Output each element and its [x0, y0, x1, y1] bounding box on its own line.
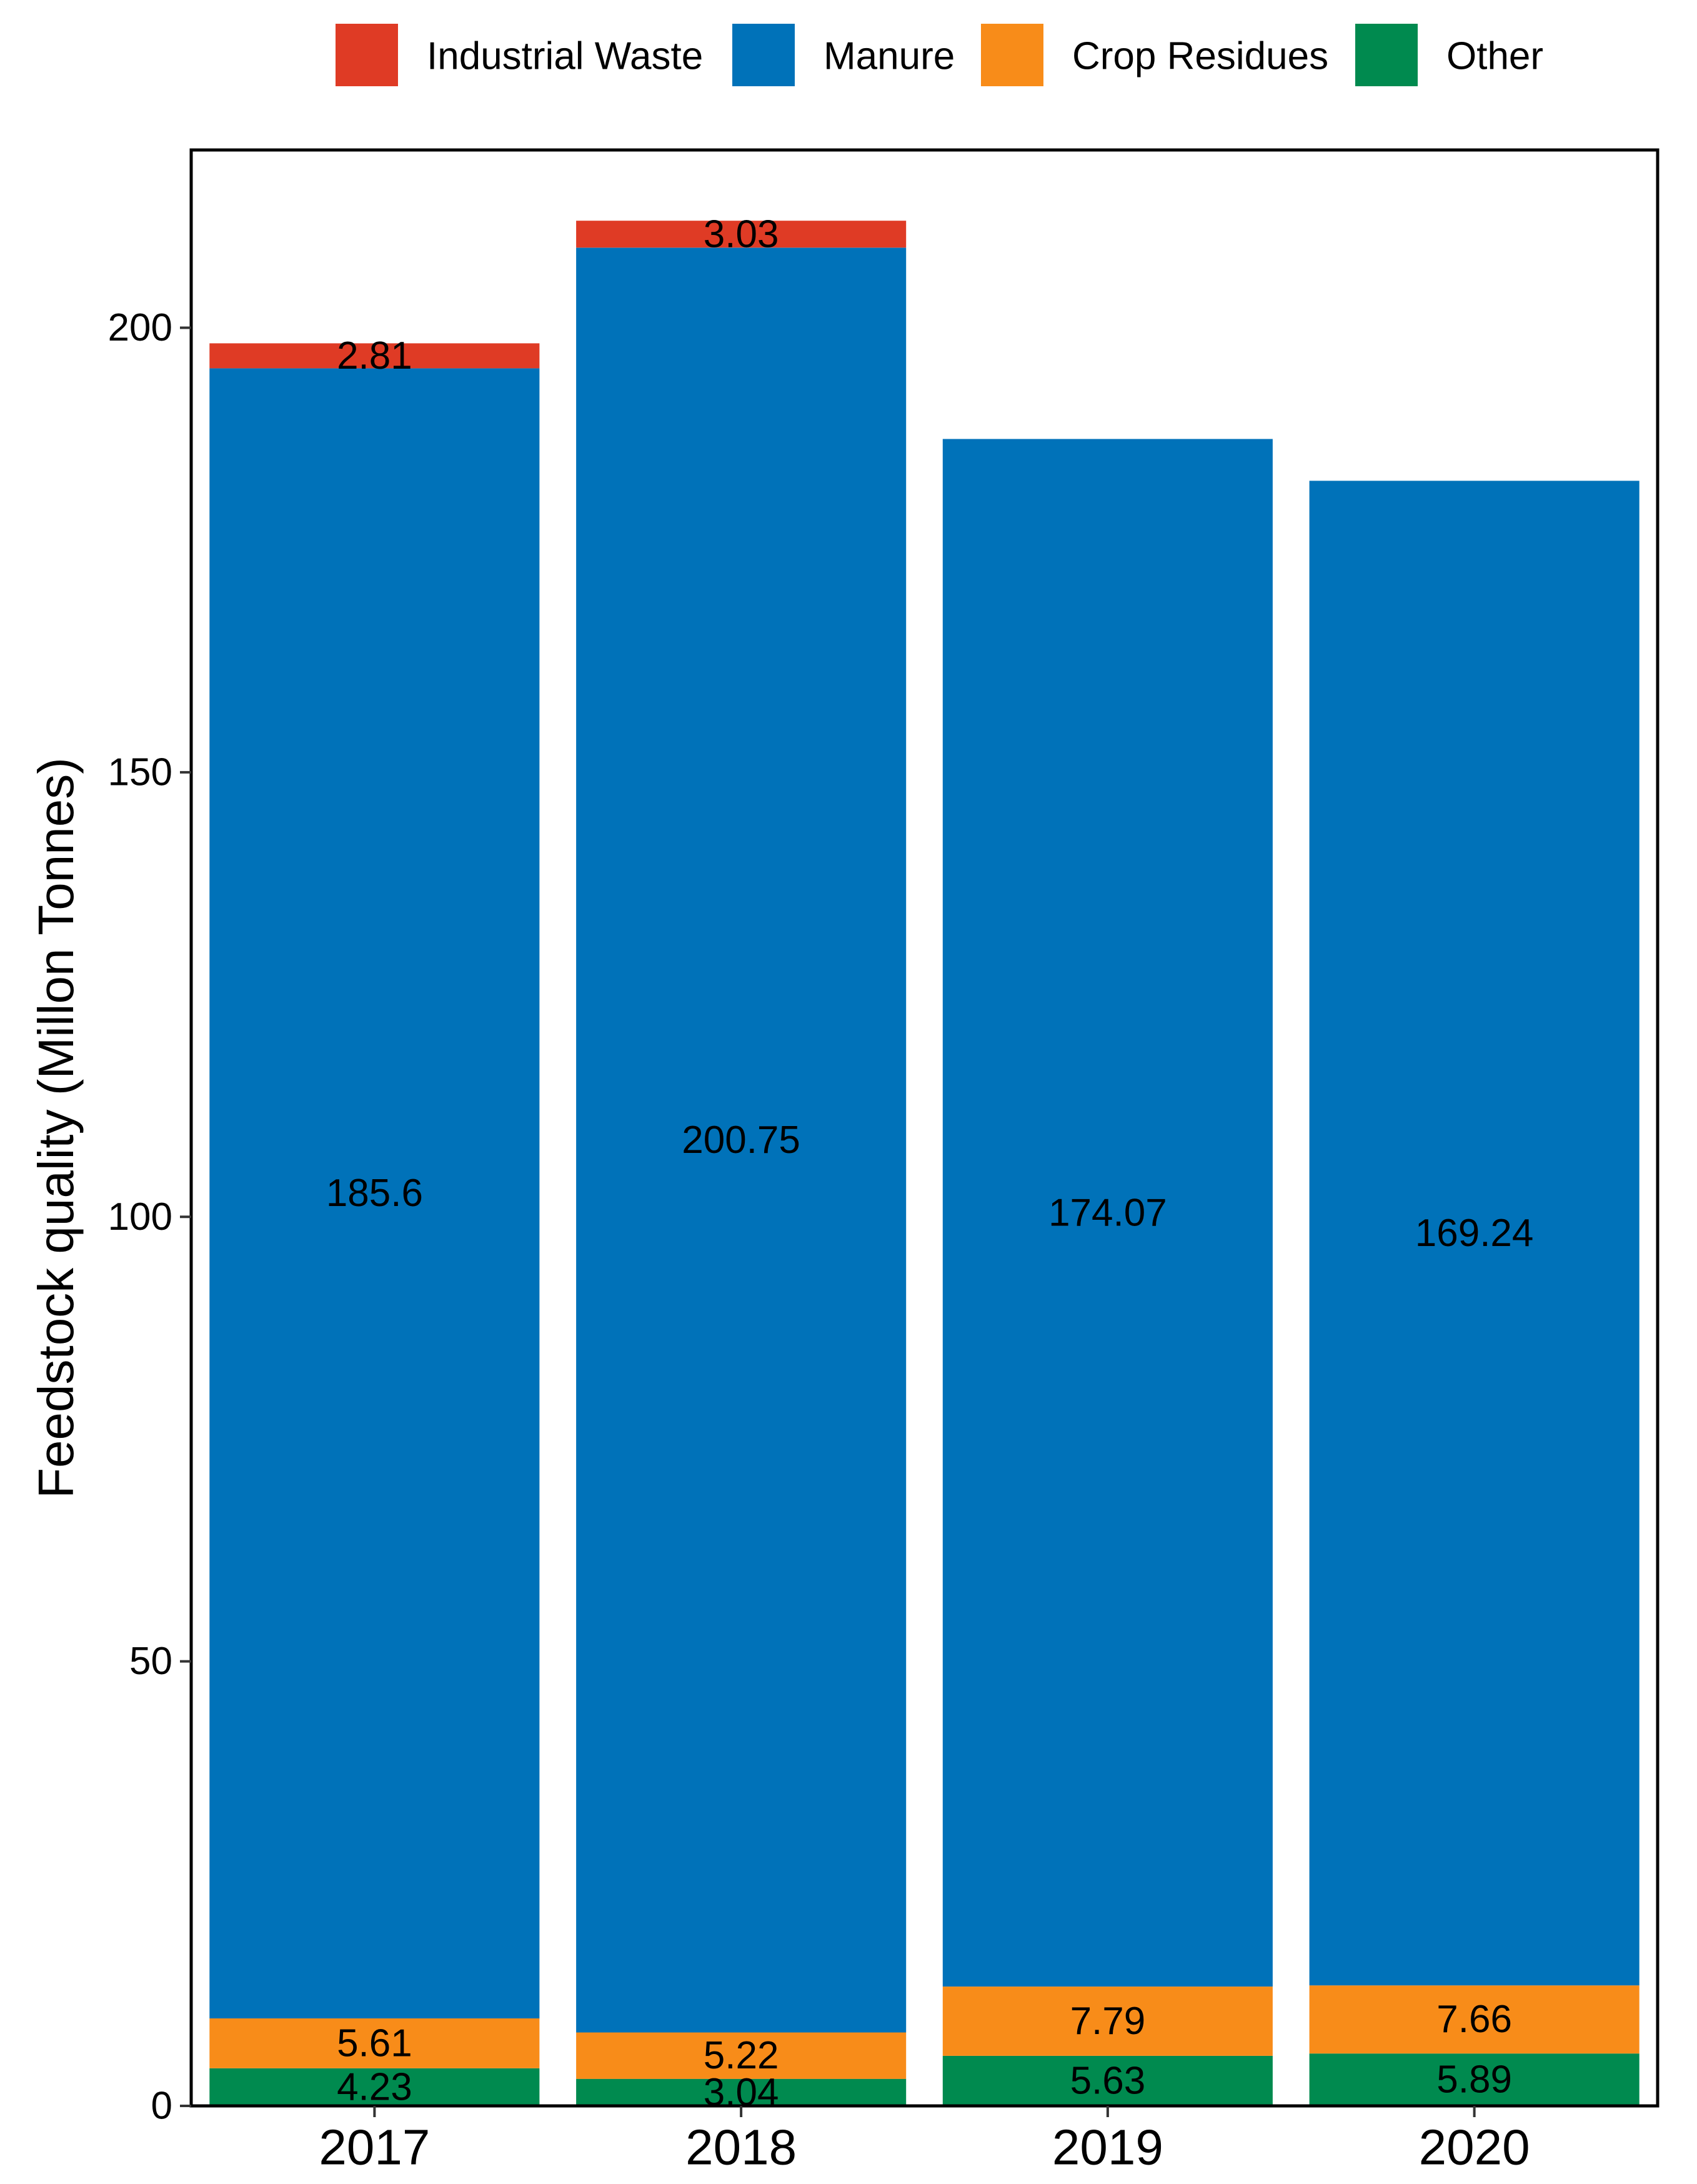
x-tick-label-2017: 2017: [319, 2120, 430, 2175]
legend-key-manure: [732, 24, 795, 86]
x-axis: 2017 2018 2019 2020: [319, 2106, 1530, 2175]
y-tick-label-150: 150: [108, 750, 172, 794]
bar-manure-2020: [1309, 481, 1640, 1986]
data-label-crop-residues-2019: 7.79: [1070, 2000, 1146, 2043]
legend-label-industrial-waste: Industrial Waste: [427, 35, 703, 78]
bar-other-2017: [209, 2068, 540, 2106]
legend-key-other: [1355, 24, 1418, 86]
y-tick-label-50: 50: [129, 1640, 172, 1683]
bar-other-2019: [942, 2055, 1273, 2106]
legend-label-crop-residues: Crop Residues: [1072, 35, 1328, 78]
data-label-manure-2019: 174.07: [1048, 1191, 1167, 1234]
y-axis-title: Feedstock quality (Millon Tonnes): [28, 757, 84, 1498]
bar-industrial-waste-2017: [209, 343, 540, 369]
data-label-other-2017: 4.23: [337, 2065, 412, 2108]
data-label-crop-residues-2020: 7.66: [1436, 1998, 1512, 2041]
bar-crop-residues-2019: [942, 1987, 1273, 2056]
bars: [209, 221, 1640, 2106]
y-tick-label-100: 100: [108, 1195, 172, 1239]
legend-key-crop-residues: [981, 24, 1043, 86]
legend-key-industrial-waste: [336, 24, 398, 86]
x-tick-label-2018: 2018: [685, 2120, 797, 2175]
y-axis: 0 50 100 150 200: [108, 306, 191, 2128]
data-label-crop-residues-2018: 5.22: [704, 2034, 779, 2077]
legend: Industrial Waste Manure Crop Residues Other: [336, 24, 1543, 86]
bar-crop-residues-2020: [1309, 1985, 1640, 2054]
x-tick-label-2019: 2019: [1052, 2120, 1163, 2175]
legend-label-manure: Manure: [824, 35, 955, 78]
bar-manure-2019: [942, 439, 1273, 1987]
data-label-industrial-waste-2017: 2.81: [337, 334, 412, 377]
data-label-manure-2020: 169.24: [1415, 1212, 1534, 1255]
y-tick-label-0: 0: [151, 2085, 172, 2128]
data-label-industrial-waste-2018: 3.03: [704, 212, 779, 256]
bar-manure-2017: [209, 368, 540, 2019]
data-label-manure-2018: 200.75: [682, 1119, 800, 1162]
bar-other-2018: [576, 2078, 907, 2106]
bar-other-2020: [1309, 2053, 1640, 2106]
data-label-other-2019: 5.63: [1070, 2060, 1146, 2103]
bar-crop-residues-2018: [576, 2032, 907, 2079]
data-label-crop-residues-2017: 5.61: [337, 2022, 412, 2065]
bar-manure-2018: [576, 247, 907, 2033]
legend-label-other: Other: [1446, 35, 1543, 78]
x-tick-label-2020: 2020: [1419, 2120, 1530, 2175]
data-label-manure-2017: 185.6: [326, 1172, 423, 1215]
bar-industrial-waste-2018: [576, 221, 907, 248]
y-tick-label-200: 200: [108, 306, 172, 349]
data-label-other-2020: 5.89: [1436, 2058, 1512, 2102]
data-labels: 4.235.61185.62.813.045.22200.753.035.637…: [326, 212, 1534, 2114]
bar-crop-residues-2017: [209, 2018, 540, 2068]
plot-frame: [189, 148, 1660, 2108]
